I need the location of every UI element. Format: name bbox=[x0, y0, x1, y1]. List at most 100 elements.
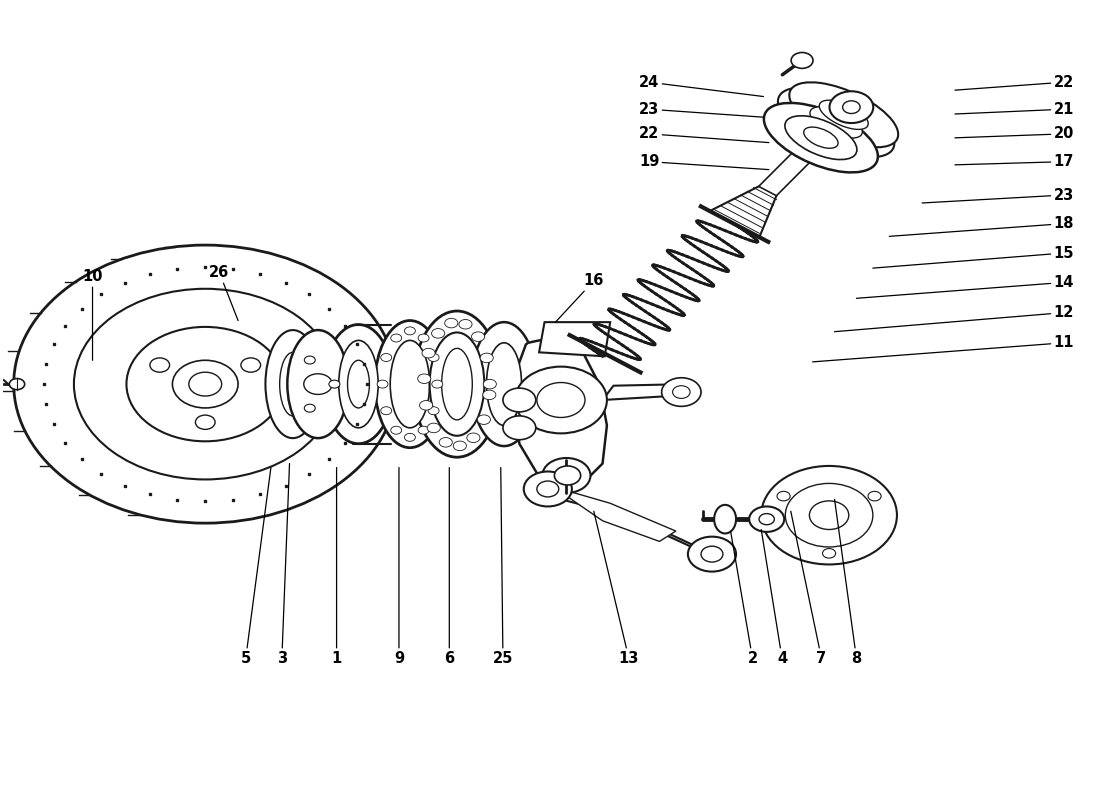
Text: 25: 25 bbox=[493, 467, 513, 666]
Circle shape bbox=[439, 438, 452, 447]
Circle shape bbox=[761, 466, 896, 565]
Circle shape bbox=[419, 401, 432, 410]
Circle shape bbox=[377, 380, 388, 388]
Circle shape bbox=[381, 406, 392, 414]
Circle shape bbox=[537, 481, 559, 497]
Text: 6: 6 bbox=[444, 467, 454, 666]
Text: 17: 17 bbox=[955, 154, 1074, 169]
Circle shape bbox=[483, 379, 496, 389]
Circle shape bbox=[9, 378, 24, 390]
Ellipse shape bbox=[763, 103, 878, 173]
Circle shape bbox=[503, 416, 536, 440]
Circle shape bbox=[329, 380, 340, 388]
Circle shape bbox=[503, 388, 536, 412]
Circle shape bbox=[189, 372, 222, 396]
Circle shape bbox=[777, 491, 790, 501]
Circle shape bbox=[241, 358, 261, 372]
Ellipse shape bbox=[486, 342, 521, 426]
Ellipse shape bbox=[714, 505, 736, 534]
Circle shape bbox=[422, 348, 436, 358]
Text: 26: 26 bbox=[209, 266, 238, 321]
Circle shape bbox=[74, 289, 337, 479]
Circle shape bbox=[554, 466, 581, 485]
Circle shape bbox=[688, 537, 736, 571]
Ellipse shape bbox=[414, 311, 501, 457]
Circle shape bbox=[823, 549, 836, 558]
Text: 21: 21 bbox=[955, 102, 1074, 117]
Ellipse shape bbox=[810, 106, 862, 138]
Text: 4: 4 bbox=[761, 530, 788, 666]
Circle shape bbox=[418, 374, 431, 383]
Ellipse shape bbox=[820, 100, 868, 130]
Circle shape bbox=[196, 415, 216, 430]
Circle shape bbox=[427, 423, 440, 433]
Circle shape bbox=[428, 354, 439, 362]
Ellipse shape bbox=[279, 352, 306, 416]
Ellipse shape bbox=[287, 330, 349, 438]
Circle shape bbox=[791, 53, 813, 68]
Ellipse shape bbox=[801, 126, 842, 150]
Text: 18: 18 bbox=[889, 216, 1074, 236]
Text: 20: 20 bbox=[955, 126, 1074, 142]
Circle shape bbox=[524, 471, 572, 506]
Text: 14: 14 bbox=[857, 275, 1074, 298]
Text: 23: 23 bbox=[922, 187, 1074, 203]
Ellipse shape bbox=[375, 321, 444, 448]
Ellipse shape bbox=[805, 116, 851, 144]
Circle shape bbox=[472, 332, 485, 342]
Text: 11: 11 bbox=[813, 335, 1074, 362]
Ellipse shape bbox=[265, 330, 320, 438]
Circle shape bbox=[305, 404, 316, 412]
Circle shape bbox=[459, 319, 472, 329]
Circle shape bbox=[13, 245, 397, 523]
Circle shape bbox=[150, 358, 169, 372]
Ellipse shape bbox=[323, 325, 394, 444]
Circle shape bbox=[868, 491, 881, 501]
Circle shape bbox=[759, 514, 774, 525]
Text: 5: 5 bbox=[241, 467, 271, 666]
Text: 22: 22 bbox=[955, 74, 1074, 90]
Ellipse shape bbox=[441, 348, 472, 420]
Circle shape bbox=[556, 467, 578, 483]
Circle shape bbox=[542, 458, 591, 493]
Text: 3: 3 bbox=[277, 463, 289, 666]
Circle shape bbox=[537, 382, 585, 418]
Circle shape bbox=[466, 433, 480, 442]
Text: 2: 2 bbox=[730, 531, 758, 666]
Circle shape bbox=[701, 546, 723, 562]
Circle shape bbox=[483, 390, 496, 400]
Circle shape bbox=[444, 318, 458, 328]
Ellipse shape bbox=[800, 137, 827, 154]
Circle shape bbox=[418, 426, 429, 434]
Text: 16: 16 bbox=[556, 274, 604, 322]
Circle shape bbox=[477, 415, 491, 425]
Text: 15: 15 bbox=[873, 246, 1074, 268]
Ellipse shape bbox=[778, 88, 894, 157]
Ellipse shape bbox=[471, 322, 537, 446]
Text: 10: 10 bbox=[82, 270, 102, 360]
Circle shape bbox=[418, 334, 429, 342]
Circle shape bbox=[390, 426, 402, 434]
Circle shape bbox=[672, 386, 690, 398]
Ellipse shape bbox=[339, 341, 378, 428]
Circle shape bbox=[173, 360, 238, 408]
Polygon shape bbox=[544, 483, 714, 558]
Text: 12: 12 bbox=[835, 305, 1074, 332]
Circle shape bbox=[390, 334, 402, 342]
Circle shape bbox=[843, 101, 860, 114]
Circle shape bbox=[749, 506, 784, 532]
Ellipse shape bbox=[783, 126, 844, 164]
Polygon shape bbox=[539, 322, 610, 356]
Ellipse shape bbox=[776, 110, 867, 166]
Circle shape bbox=[515, 366, 607, 434]
Ellipse shape bbox=[430, 333, 484, 436]
Text: 13: 13 bbox=[594, 511, 639, 666]
Circle shape bbox=[305, 356, 316, 364]
Text: 22: 22 bbox=[639, 126, 769, 142]
Ellipse shape bbox=[785, 116, 857, 159]
Polygon shape bbox=[515, 338, 607, 487]
Circle shape bbox=[829, 91, 873, 123]
Text: 7: 7 bbox=[791, 511, 826, 666]
Circle shape bbox=[428, 406, 439, 414]
Circle shape bbox=[405, 327, 416, 335]
